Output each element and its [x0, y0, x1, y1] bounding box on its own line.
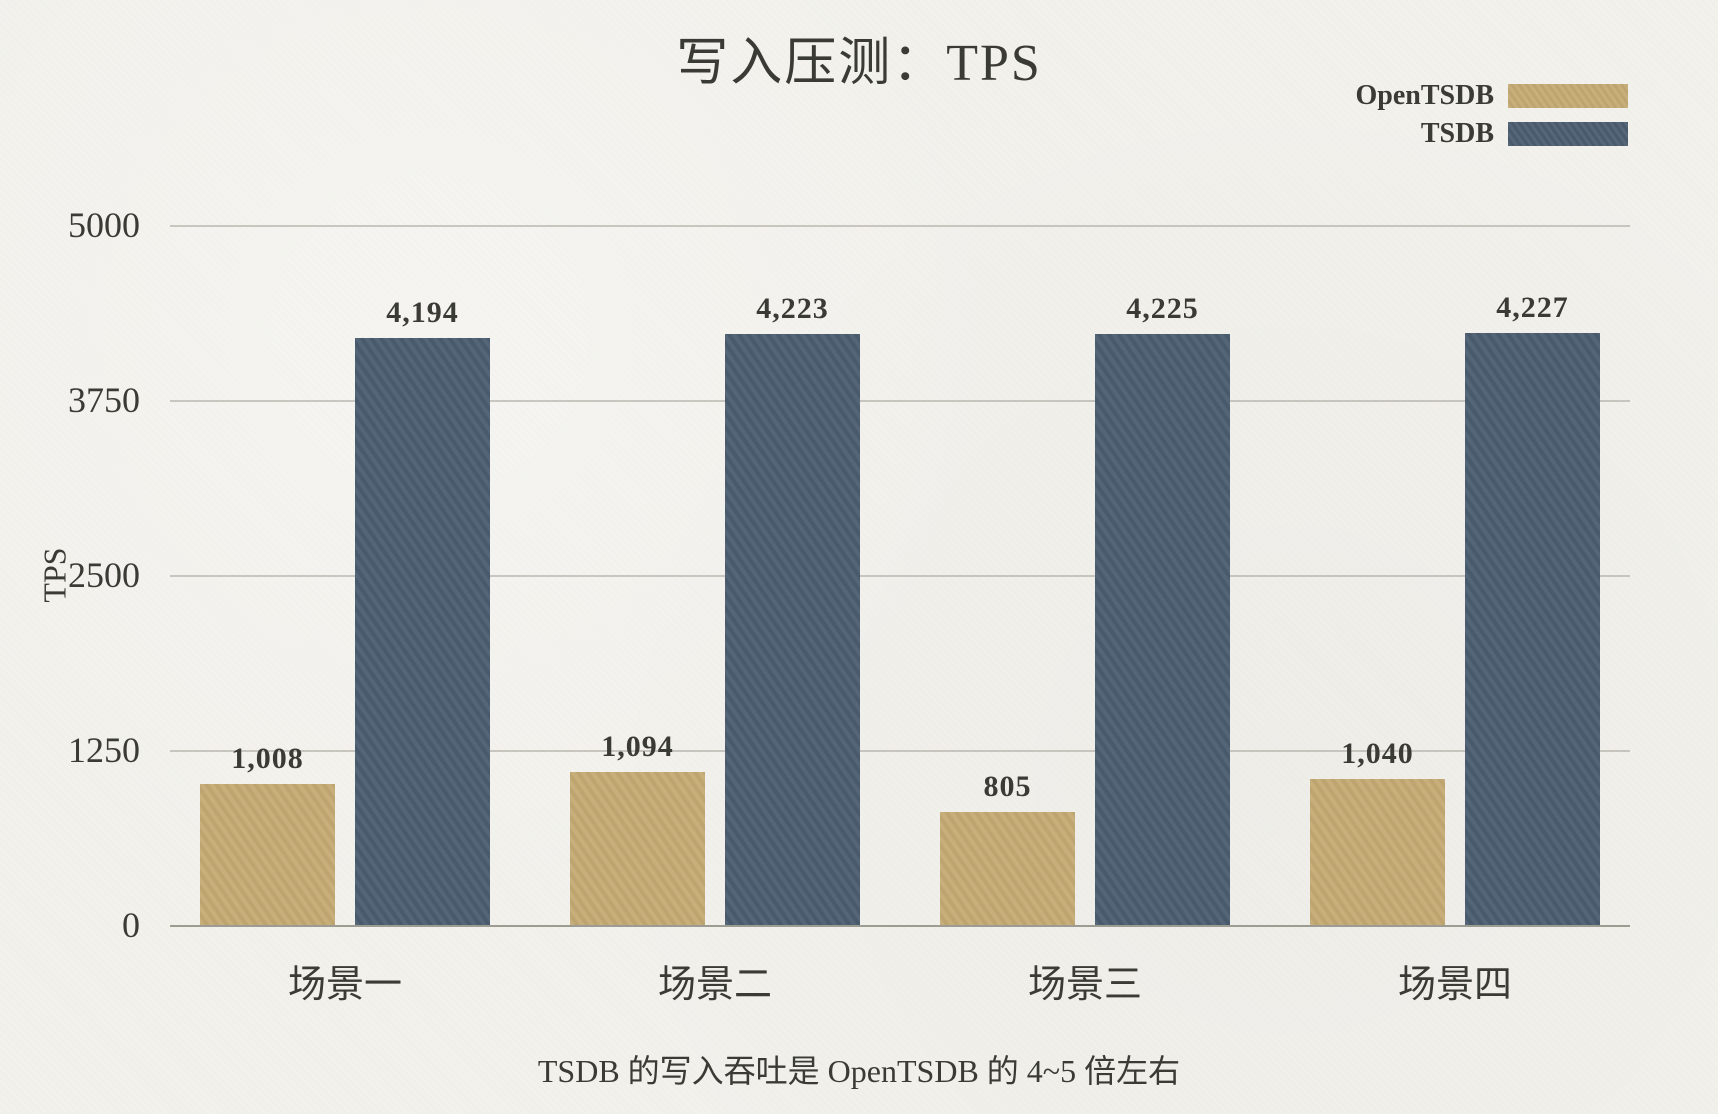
bar-value-label: 4,227: [1496, 291, 1569, 325]
x-tick-label: 场景四: [1398, 953, 1512, 1008]
bar-value-label: 4,225: [1126, 292, 1199, 326]
bar-value-label: 4,223: [756, 292, 829, 326]
bar-tsdb: 4,225: [1095, 334, 1230, 926]
legend-label: TSDB: [1421, 118, 1494, 150]
x-tick-label: 场景三: [1028, 953, 1142, 1008]
bar-opentsdb: 1,008: [200, 784, 335, 925]
x-tick-label: 场景一: [288, 953, 402, 1008]
y-tick-label: 1250: [68, 729, 140, 771]
bar-value-label: 1,094: [601, 730, 674, 764]
x-tick-label: 场景二: [658, 953, 772, 1008]
bar-opentsdb: 805: [940, 812, 1075, 925]
bar-value-label: 805: [984, 770, 1032, 804]
category-group: 8054,225场景三: [940, 225, 1230, 925]
chart-subtitle: TSDB 的写入吞吐是 OpenTSDB 的 4~5 倍左右: [0, 1046, 1718, 1092]
category-group: 1,0404,227场景四: [1310, 225, 1600, 925]
legend-swatch: [1508, 84, 1628, 108]
x-axis-line: [170, 925, 1630, 927]
plot-area: 012502500375050001,0084,194场景一1,0944,223…: [170, 225, 1630, 925]
legend-swatch: [1508, 122, 1628, 146]
bar-tsdb: 4,194: [355, 338, 490, 925]
bar-value-label: 1,040: [1341, 737, 1414, 771]
y-tick-label: 3750: [68, 379, 140, 421]
bar-opentsdb: 1,094: [570, 772, 705, 925]
legend-label: OpenTSDB: [1356, 80, 1495, 112]
legend-item-tsdb: TSDB: [1356, 118, 1629, 150]
bar-tsdb: 4,223: [725, 334, 860, 925]
category-group: 1,0084,194场景一: [200, 225, 490, 925]
legend: OpenTSDB TSDB: [1356, 80, 1629, 156]
category-group: 1,0944,223场景二: [570, 225, 860, 925]
bar-value-label: 1,008: [231, 742, 304, 776]
y-tick-label: 5000: [68, 204, 140, 246]
y-tick-label: 2500: [68, 554, 140, 596]
bar-tsdb: 4,227: [1465, 333, 1600, 925]
bar-opentsdb: 1,040: [1310, 779, 1445, 925]
y-tick-label: 0: [122, 904, 140, 946]
bar-value-label: 4,194: [386, 296, 459, 330]
legend-item-opentsdb: OpenTSDB: [1356, 80, 1629, 112]
